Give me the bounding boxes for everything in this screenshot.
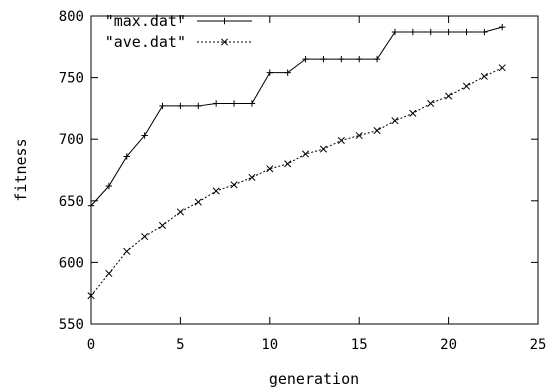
data-point-series-1	[230, 181, 238, 189]
data-point-series-1	[319, 145, 327, 153]
legend-label: "max.dat"	[105, 12, 186, 30]
y-tick-label: 700	[59, 132, 84, 148]
data-point-series-0	[463, 28, 470, 36]
data-point-series-0	[499, 23, 506, 31]
data-point-series-0	[105, 182, 113, 190]
legend-marker	[221, 17, 228, 25]
data-point-series-1	[123, 247, 131, 255]
data-point-series-1	[176, 208, 184, 216]
y-tick-label: 650	[59, 194, 84, 210]
data-point-series-1	[445, 92, 453, 100]
x-tick-label: 15	[351, 337, 368, 353]
data-point-series-1	[212, 187, 220, 195]
x-tick-label: 10	[261, 337, 278, 353]
legend-label: "ave.dat"	[105, 33, 186, 51]
data-point-series-0	[391, 28, 399, 36]
x-tick-label: 0	[87, 337, 95, 353]
data-point-series-0	[141, 132, 148, 139]
data-point-series-1	[480, 72, 488, 80]
data-point-series-0	[195, 102, 202, 110]
x-tick-label: 20	[440, 337, 457, 353]
data-point-series-1	[284, 160, 292, 168]
data-point-series-0	[338, 55, 345, 63]
data-point-series-0	[87, 202, 95, 209]
data-point-series-1	[391, 117, 399, 125]
legend: "max.dat" "ave.dat"	[105, 12, 252, 51]
data-point-series-0	[373, 55, 381, 63]
data-point-series-0	[230, 100, 238, 107]
plot-frame	[90, 15, 539, 325]
data-point-series-0	[284, 69, 291, 76]
data-point-series-1	[373, 127, 381, 135]
data-point-series-1	[498, 64, 506, 72]
series-layer	[87, 23, 506, 300]
data-point-series-1	[87, 292, 95, 300]
series-line-1	[90, 67, 503, 296]
x-tick-label: 25	[530, 337, 547, 353]
x-tick-label: 5	[176, 337, 184, 353]
data-point-series-1	[194, 198, 202, 206]
data-point-series-1	[409, 109, 417, 117]
series-line-0	[90, 26, 503, 207]
data-point-series-0	[212, 100, 220, 107]
y-tick-label: 600	[59, 255, 84, 271]
y-tick-label: 750	[59, 71, 84, 87]
data-point-series-0	[320, 55, 327, 63]
data-point-series-1	[248, 173, 256, 181]
data-point-series-0	[356, 55, 363, 63]
data-point-series-1	[302, 150, 310, 158]
data-point-series-0	[248, 100, 256, 107]
data-point-series-0	[409, 28, 417, 36]
y-tick-label: 800	[59, 9, 84, 25]
legend-marker	[220, 38, 229, 46]
data-point-series-0	[427, 28, 434, 36]
y-axis-label: fitness	[12, 138, 30, 201]
axis-ticks: 0 5 10 15 20 25 550 600 650 700 750 800	[59, 9, 547, 353]
data-point-series-1	[427, 99, 435, 108]
data-point-series-1	[105, 269, 113, 278]
data-point-series-1	[355, 131, 363, 140]
data-point-series-1	[158, 221, 167, 229]
data-point-series-0	[445, 28, 452, 36]
data-point-series-0	[177, 102, 184, 110]
data-point-series-1	[337, 136, 345, 144]
y-tick-label: 550	[59, 317, 84, 333]
data-point-series-0	[481, 28, 488, 36]
data-point-series-1	[266, 165, 274, 173]
data-point-series-1	[462, 82, 471, 90]
data-point-series-1	[141, 232, 149, 241]
data-point-series-0	[123, 153, 130, 160]
data-point-series-0	[266, 69, 273, 76]
data-point-series-0	[302, 55, 309, 63]
data-point-series-0	[159, 102, 166, 110]
x-axis-label: generation	[269, 370, 359, 388]
